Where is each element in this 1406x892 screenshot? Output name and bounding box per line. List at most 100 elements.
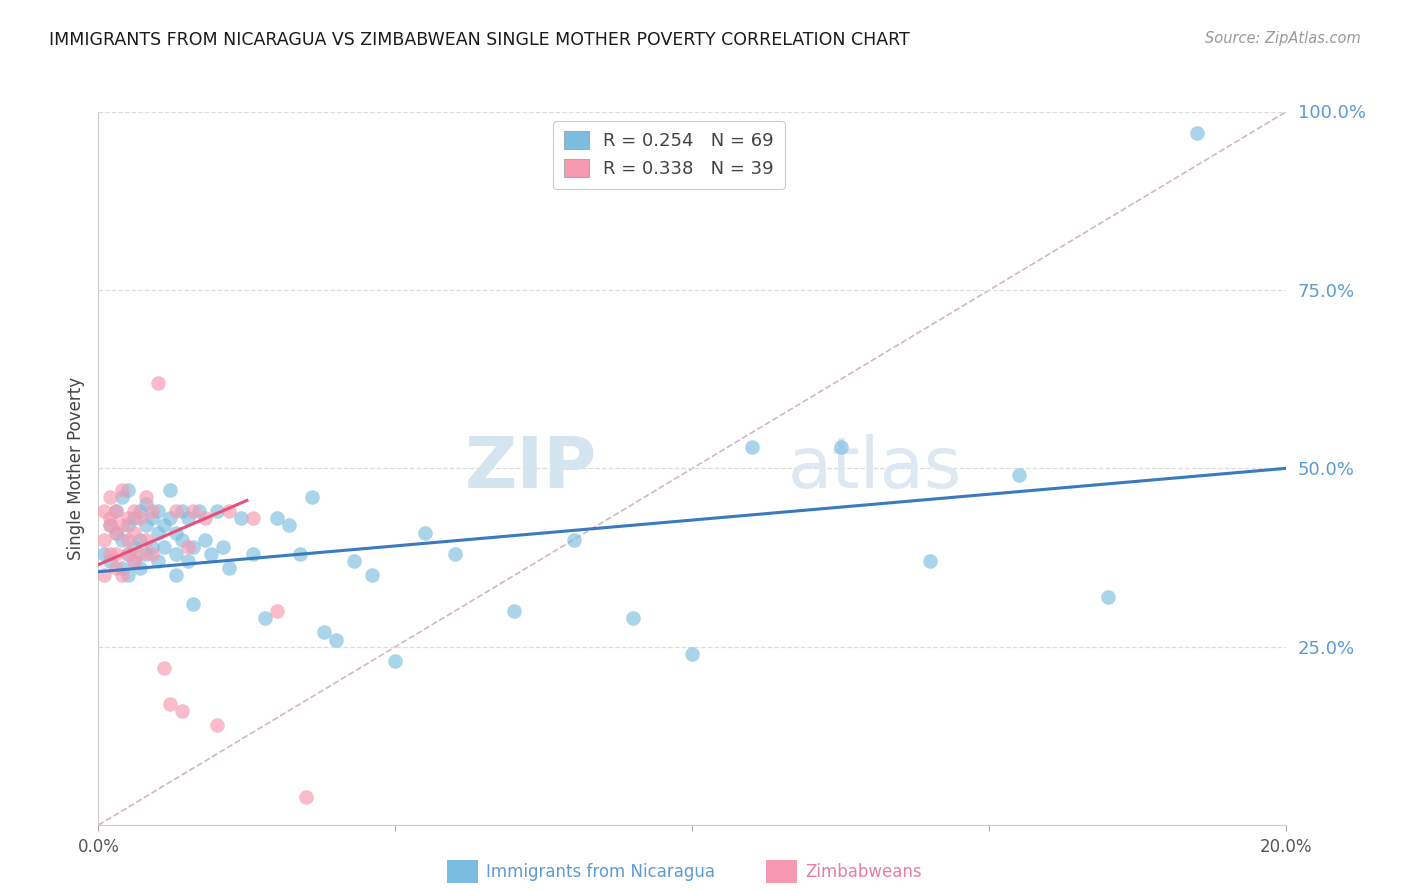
- Point: [141, 547, 163, 561]
- Point: [1008, 468, 1031, 483]
- Point: [98, 490, 121, 504]
- Point: [98, 511, 121, 525]
- Point: [105, 525, 128, 540]
- Point: [93, 547, 115, 561]
- Point: [165, 525, 187, 540]
- Point: [159, 483, 181, 497]
- Point: [176, 554, 198, 568]
- Point: [360, 568, 382, 582]
- Point: [111, 518, 134, 533]
- Point: [290, 547, 312, 561]
- Point: [117, 483, 139, 497]
- Point: [93, 568, 115, 582]
- Point: [129, 533, 152, 547]
- Point: [830, 440, 852, 454]
- Point: [1097, 590, 1119, 604]
- Point: [159, 697, 181, 711]
- Point: [343, 554, 366, 568]
- Point: [384, 654, 406, 668]
- Point: [205, 504, 228, 518]
- Legend: R = 0.254   N = 69, R = 0.338   N = 39: R = 0.254 N = 69, R = 0.338 N = 39: [553, 120, 785, 189]
- Point: [117, 533, 139, 547]
- Text: atlas: atlas: [787, 434, 962, 503]
- Point: [122, 504, 145, 518]
- Point: [129, 511, 152, 525]
- Point: [681, 647, 703, 661]
- Point: [152, 518, 174, 533]
- Y-axis label: Single Mother Poverty: Single Mother Poverty: [66, 376, 84, 560]
- Point: [117, 568, 139, 582]
- Point: [176, 511, 198, 525]
- Point: [443, 547, 465, 561]
- Point: [122, 525, 145, 540]
- Point: [621, 611, 644, 625]
- Point: [176, 540, 198, 554]
- Point: [314, 625, 336, 640]
- Point: [212, 540, 235, 554]
- Point: [170, 504, 193, 518]
- Point: [183, 597, 205, 611]
- Point: [277, 518, 299, 533]
- Point: [141, 511, 163, 525]
- Point: [205, 718, 228, 732]
- Point: [98, 547, 121, 561]
- Point: [1187, 126, 1209, 140]
- Text: Source: ZipAtlas.com: Source: ZipAtlas.com: [1205, 31, 1361, 46]
- Point: [152, 661, 174, 675]
- Point: [122, 511, 145, 525]
- Point: [135, 490, 157, 504]
- Point: [135, 497, 157, 511]
- Point: [242, 511, 264, 525]
- Point: [141, 504, 163, 518]
- Point: [98, 554, 121, 568]
- Point: [105, 504, 128, 518]
- Point: [146, 504, 169, 518]
- Point: [141, 540, 163, 554]
- Point: [105, 525, 128, 540]
- Point: [135, 533, 157, 547]
- Point: [135, 547, 157, 561]
- Point: [194, 533, 217, 547]
- Point: [117, 547, 139, 561]
- Point: [159, 511, 181, 525]
- Point: [152, 540, 174, 554]
- Point: [111, 568, 134, 582]
- Point: [111, 483, 134, 497]
- Point: [920, 554, 942, 568]
- Point: [146, 525, 169, 540]
- Point: [242, 547, 264, 561]
- Point: [741, 440, 763, 454]
- Point: [93, 533, 115, 547]
- Point: [105, 561, 128, 575]
- Point: [165, 568, 187, 582]
- Point: [301, 490, 323, 504]
- Point: [218, 561, 240, 575]
- Point: [98, 518, 121, 533]
- Point: [146, 554, 169, 568]
- Point: [503, 604, 526, 618]
- Point: [562, 533, 585, 547]
- Point: [170, 704, 193, 718]
- Point: [93, 504, 115, 518]
- Text: IMMIGRANTS FROM NICARAGUA VS ZIMBABWEAN SINGLE MOTHER POVERTY CORRELATION CHART: IMMIGRANTS FROM NICARAGUA VS ZIMBABWEAN …: [49, 31, 910, 49]
- Point: [129, 547, 152, 561]
- Text: Zimbabweans: Zimbabweans: [806, 863, 922, 881]
- Point: [188, 504, 211, 518]
- Point: [117, 518, 139, 533]
- Text: ZIP: ZIP: [465, 434, 598, 503]
- Point: [105, 547, 128, 561]
- Point: [325, 632, 347, 647]
- Point: [183, 540, 205, 554]
- Point: [194, 511, 217, 525]
- Point: [253, 611, 276, 625]
- Point: [98, 518, 121, 533]
- Point: [129, 561, 152, 575]
- Point: [122, 554, 145, 568]
- Point: [117, 547, 139, 561]
- Point: [111, 490, 134, 504]
- Point: [295, 789, 318, 804]
- Point: [146, 376, 169, 390]
- Point: [129, 504, 152, 518]
- Point: [218, 504, 240, 518]
- Point: [111, 533, 134, 547]
